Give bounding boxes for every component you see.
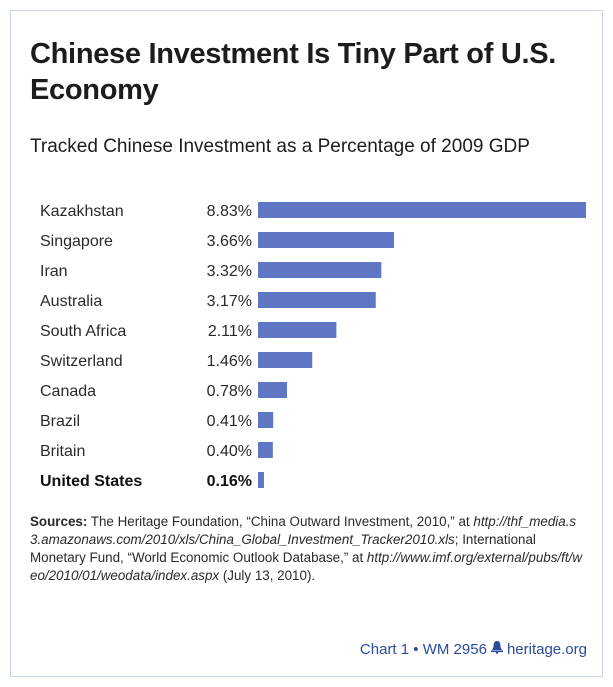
value-label: 0.40% [207, 443, 252, 460]
value-label: 3.17% [207, 293, 252, 310]
bar [258, 202, 586, 218]
category-label: Australia [40, 293, 102, 310]
bar [258, 412, 274, 428]
footer-site-link[interactable]: heritage.org [506, 641, 587, 658]
category-label: South Africa [40, 323, 126, 340]
bar [258, 382, 287, 398]
value-label: 3.32% [207, 263, 252, 280]
footer-wm-number: WM 2956 [422, 641, 487, 658]
category-label: Canada [40, 383, 96, 400]
bar-chart: Kazakhstan 8.83% Singapore 3.66% Iran 3.32% Au… [40, 202, 586, 490]
bar [258, 322, 337, 338]
category-label: Kazakhstan [40, 203, 124, 220]
value-label: 3.66% [207, 233, 252, 250]
category-label: Brazil [40, 413, 80, 430]
category-label: Switzerland [40, 353, 123, 370]
bar [258, 472, 264, 488]
footer-separator: • [413, 641, 419, 658]
chart-subtitle: Tracked Chinese Investment as a Percenta… [30, 136, 530, 157]
bar [258, 352, 313, 368]
sources-text-3: (July 13, 2010). [219, 568, 316, 583]
value-label: 0.78% [207, 383, 252, 400]
value-label: 0.41% [207, 413, 252, 430]
sources-note: Sources: The Heritage Foundation, “China… [30, 513, 585, 585]
category-label: United States [40, 473, 142, 490]
sources-text-1: The Heritage Foundation, “China Outward … [90, 514, 474, 529]
category-label: Singapore [40, 233, 113, 250]
chart-frame [10, 10, 603, 677]
sources-label: Sources: [30, 514, 88, 529]
footer-credit: Chart 1 • WM 2956 heritage.org [360, 640, 587, 658]
bar [258, 232, 394, 248]
chart-title: Chinese Investment Is Tiny Part of U.S. … [30, 38, 557, 106]
value-label: 0.16% [207, 473, 252, 490]
sources-url-2: http://www.imf.org/external/pubs/ft/weo/… [30, 550, 582, 583]
liberty-bell-icon [490, 640, 504, 658]
bar [258, 292, 376, 308]
value-label: 8.83% [207, 203, 252, 220]
value-label: 2.11% [208, 323, 252, 340]
bar [258, 442, 273, 458]
sources-text-2: ; International Monetary Fund, “World Ec… [30, 532, 536, 565]
category-label: Britain [40, 443, 85, 460]
value-label: 1.46% [207, 353, 252, 370]
category-label: Iran [40, 263, 68, 280]
sources-url-1: http://thf_media.s3.amazonaws.com/2010/x… [30, 514, 577, 547]
bar [258, 262, 382, 278]
footer-chart-number: Chart 1 [359, 641, 410, 658]
